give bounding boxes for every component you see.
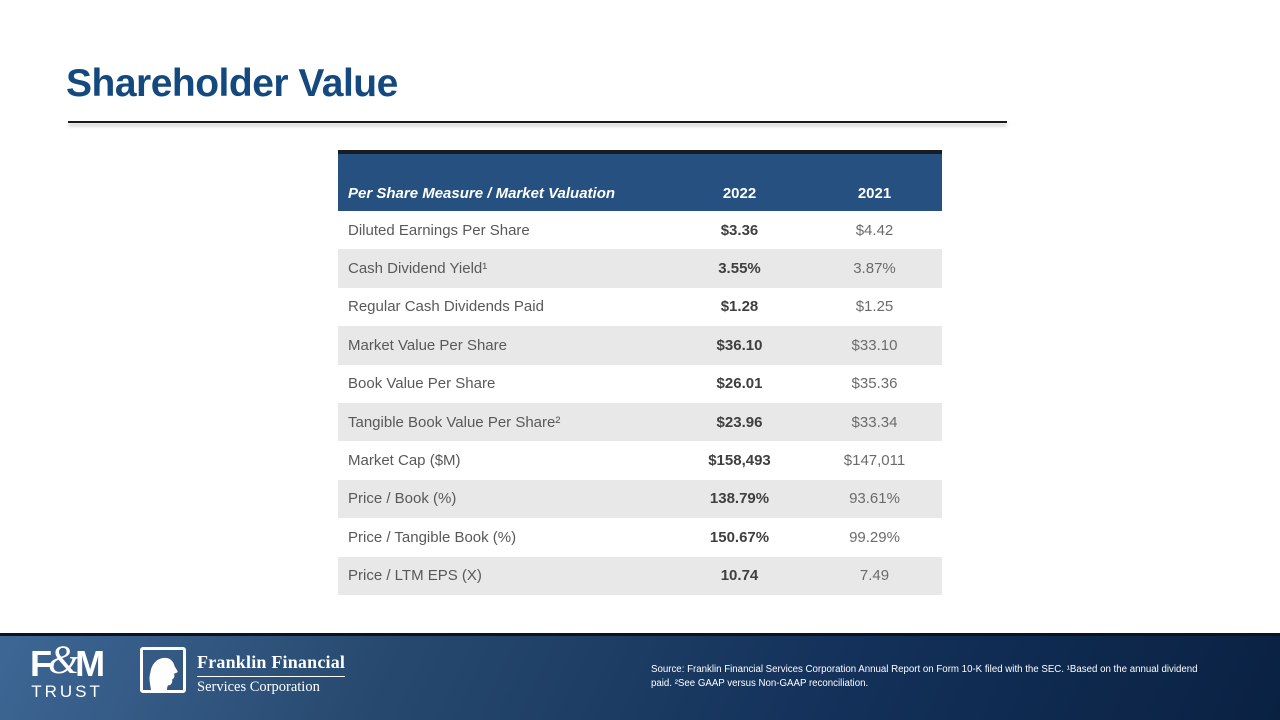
row-value-2022: $1.28 xyxy=(720,298,759,316)
table-header-row: Per Share Measure / Market Valuation 202… xyxy=(338,154,942,211)
fm-trust-wordmark: F & M xyxy=(30,640,105,684)
source-footnote: Source: Franklin Financial Services Corp… xyxy=(651,664,1198,689)
franklin-services-subtitle: Services Corporation xyxy=(197,679,320,695)
row-label: Price / Book (%) xyxy=(348,490,457,508)
table-row: Cash Dividend Yield¹ 3.55% 3.87% xyxy=(338,249,942,288)
shareholder-value-table: Per Share Measure / Market Valuation 202… xyxy=(338,150,942,595)
table-body: Diluted Earnings Per Share $3.36 $4.42 C… xyxy=(338,211,942,595)
row-value-2021: 7.49 xyxy=(859,567,890,585)
row-label: Market Value Per Share xyxy=(348,336,507,354)
table-row: Price / Book (%) 138.79% 93.61% xyxy=(338,479,942,519)
row-label: Regular Cash Dividends Paid xyxy=(348,298,544,316)
franklin-financial-name: Franklin Financial xyxy=(197,652,346,677)
table-row: Tangible Book Value Per Share² $23.96 $3… xyxy=(338,402,942,442)
row-value-2021: $147,011 xyxy=(843,452,906,470)
table-row: Price / LTM EPS (X) 10.74 7.49 xyxy=(338,556,942,595)
row-value-2022: $26.01 xyxy=(716,375,763,393)
row-label: Tangible Book Value Per Share² xyxy=(348,413,561,431)
table-row: Price / Tangible Book (%) 150.67% 99.29% xyxy=(338,518,942,557)
row-label: Market Cap ($M) xyxy=(348,452,461,470)
row-value-2022: $158,493 xyxy=(708,452,771,470)
row-label: Price / LTM EPS (X) xyxy=(348,567,482,585)
row-value-2021: $33.10 xyxy=(851,336,898,354)
row-value-2022: 3.55% xyxy=(718,260,761,278)
title-divider-line xyxy=(68,121,1007,123)
row-value-2022: $23.96 xyxy=(716,413,763,431)
fm-trust-subtext: TRUST xyxy=(31,682,103,701)
slide-footer: F & M TRUST Franklin Financial Services … xyxy=(0,633,1280,720)
row-label: Diluted Earnings Per Share xyxy=(348,221,530,239)
table-top-border xyxy=(338,150,942,154)
fm-trust-logo: F & M TRUST xyxy=(30,640,105,701)
table-header-2021: 2021 xyxy=(857,185,892,202)
table-header-2022: 2022 xyxy=(722,185,757,202)
row-value-2022: 138.79% xyxy=(709,490,770,508)
row-value-2021: $1.25 xyxy=(855,298,894,316)
franklin-profile-icon xyxy=(140,647,186,693)
fm-ampersand: & xyxy=(48,637,79,682)
table-row: Diluted Earnings Per Share $3.36 $4.42 xyxy=(338,211,942,250)
table-row: Book Value Per Share $26.01 $35.36 xyxy=(338,364,942,403)
table-row: Regular Cash Dividends Paid $1.28 $1.25 xyxy=(338,287,942,327)
page-title: Shareholder Value xyxy=(66,62,398,105)
row-value-2022: $36.10 xyxy=(716,336,763,354)
row-value-2021: $35.36 xyxy=(851,375,898,393)
franklin-financial-wordmark: Franklin Financial Services Corporation xyxy=(197,652,346,696)
row-value-2022: 10.74 xyxy=(720,567,759,585)
table-row: Market Value Per Share $36.10 $33.10 xyxy=(338,326,942,365)
row-value-2022: $3.36 xyxy=(720,221,759,239)
table-header-measure: Per Share Measure / Market Valuation xyxy=(348,185,616,202)
row-label: Cash Dividend Yield¹ xyxy=(348,260,488,278)
row-value-2021: $4.42 xyxy=(855,221,894,239)
fm-letter-f: F xyxy=(30,643,52,684)
row-value-2022: 150.67% xyxy=(709,528,770,546)
row-value-2021: $33.34 xyxy=(851,413,898,431)
row-value-2021: 93.61% xyxy=(849,490,900,508)
row-label: Price / Tangible Book (%) xyxy=(348,528,517,546)
table-row: Market Cap ($M) $158,493 $147,011 xyxy=(338,441,942,480)
row-value-2021: 99.29% xyxy=(849,528,900,546)
row-label: Book Value Per Share xyxy=(348,375,496,393)
benjamin-franklin-silhouette xyxy=(149,657,178,690)
fm-letter-m: M xyxy=(75,643,105,684)
row-value-2021: 3.87% xyxy=(853,260,896,278)
